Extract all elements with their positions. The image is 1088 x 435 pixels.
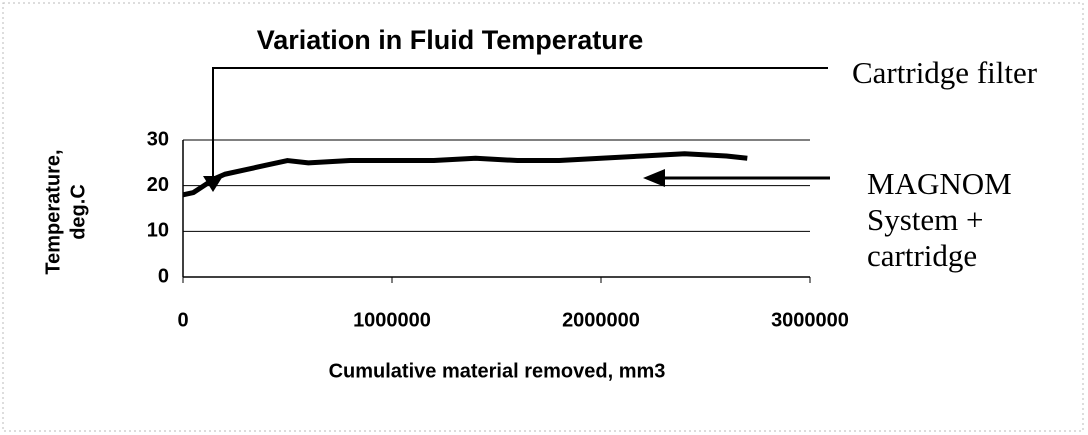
annotation-arrowhead <box>643 169 665 187</box>
y-tick-label: 10 <box>147 220 169 242</box>
y-tick-label: 20 <box>147 174 169 196</box>
x-tick-label: 1000000 <box>353 309 431 331</box>
y-axis-label: Temperature, <box>42 149 64 274</box>
y-tick-label: 30 <box>147 128 169 150</box>
x-tick-label: 0 <box>177 309 188 331</box>
annotation: System + <box>867 202 984 237</box>
y-axis-label: deg.C <box>67 184 89 240</box>
data-line <box>182 151 748 198</box>
chart-title: Variation in Fluid Temperature <box>257 25 644 55</box>
annotation-line <box>212 67 828 180</box>
x-tick-label: 3000000 <box>771 309 849 331</box>
y-tick-label: 0 <box>158 265 169 287</box>
annotation: MAGNOM <box>867 166 1012 201</box>
x-axis-label: Cumulative material removed, mm3 <box>329 360 666 382</box>
annotation: Cartridge filter <box>852 55 1038 90</box>
x-tick-label: 2000000 <box>562 309 640 331</box>
annotation: cartridge <box>867 238 977 273</box>
